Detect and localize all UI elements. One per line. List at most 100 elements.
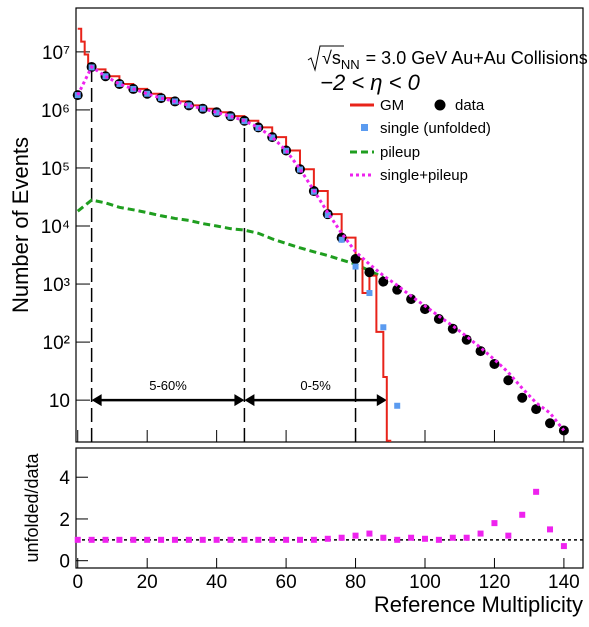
x-tick-label: 0: [72, 572, 83, 593]
y-tick-label: 10⁴: [41, 217, 70, 238]
ratio-point: [185, 536, 192, 543]
single-point: [296, 166, 303, 173]
x-tick-label: 20: [137, 572, 158, 593]
top-frame: [75, 7, 584, 443]
y-tick-label: 10⁷: [42, 43, 70, 64]
legend-swatch: [434, 99, 446, 111]
ratio-point: [533, 488, 540, 495]
ratio-point: [269, 536, 276, 543]
ratio-point: [144, 536, 151, 543]
legend-label: GM: [380, 97, 404, 114]
ratio-point: [158, 536, 165, 543]
ratio-y-tick-label: 2: [59, 510, 70, 531]
data-point: [419, 304, 430, 315]
range-label: 5-60%: [149, 378, 187, 393]
legend-label: single+pileup: [380, 167, 468, 184]
x-axis-label: Reference Multiplicity: [374, 592, 583, 617]
single-point: [269, 134, 276, 141]
x-tick-label: 140: [548, 572, 580, 593]
data-point: [392, 284, 403, 295]
data-point: [517, 392, 528, 403]
y-tick-label: 10²: [43, 333, 70, 354]
single-point: [227, 113, 234, 120]
ratio-point: [241, 536, 248, 543]
data-point: [531, 404, 542, 415]
single-point: [213, 109, 220, 116]
ratio-frame: [75, 447, 584, 569]
series-line: [76, 64, 566, 432]
ratio-point: [491, 520, 498, 527]
y-tick-label: 10⁶: [41, 101, 70, 122]
subtitle: −2 < η < 0: [320, 70, 420, 95]
ratio-point: [463, 534, 470, 541]
ratio-point: [130, 536, 137, 543]
ratio-point: [380, 534, 387, 541]
single-point: [380, 324, 387, 331]
legend-label: data: [455, 97, 485, 114]
ratio-point: [324, 535, 331, 542]
ratio-point: [199, 536, 206, 543]
ratio-point: [505, 532, 512, 539]
range-label: 0-5%: [300, 378, 331, 393]
series-line: [76, 198, 384, 279]
title: √sNN = 3.0 GeV Au+Au Collisions: [322, 48, 588, 72]
ratio-point: [310, 536, 317, 543]
data-point: [545, 418, 556, 429]
ratio-point: [296, 536, 303, 543]
ratio-point: [421, 535, 428, 542]
ratio-point: [283, 536, 290, 543]
data-point: [350, 254, 361, 265]
sqrt-sign: [307, 45, 344, 72]
ratio-point: [366, 530, 373, 537]
single-point: [338, 236, 345, 243]
single-point: [352, 263, 359, 270]
y-axis-label: Number of Events: [8, 137, 33, 313]
ratio-y-tick-label: 0: [59, 552, 70, 573]
data-point: [489, 358, 500, 369]
ratio-point: [74, 536, 81, 543]
data-point: [461, 334, 472, 345]
ratio-point: [477, 530, 484, 537]
ratio-axis-label: unfolded/data: [22, 452, 42, 562]
x-tick-label: 60: [276, 572, 297, 593]
title-subscript: NN: [341, 57, 360, 72]
y-tick-label: 10: [49, 391, 70, 412]
data-point: [433, 313, 444, 324]
title-prefix: √s: [322, 48, 341, 68]
ratio-point: [227, 536, 234, 543]
single-point: [185, 102, 192, 109]
ratio-point: [547, 526, 554, 533]
data-point: [364, 267, 375, 278]
single-point: [366, 290, 373, 297]
x-tick-label: 120: [479, 572, 511, 593]
data-point: [475, 346, 486, 357]
single-point: [116, 80, 123, 87]
ratio-point: [116, 536, 123, 543]
ratio-point: [435, 536, 442, 543]
legend-swatch: [361, 124, 368, 131]
data-point: [503, 375, 514, 386]
single-point: [394, 402, 401, 409]
ratio-point: [88, 536, 95, 543]
ratio-y-tick-label: 4: [59, 468, 70, 489]
x-tick-label: 40: [206, 572, 227, 593]
single-point: [324, 211, 331, 218]
ratio-point: [352, 532, 359, 539]
ratio-point: [102, 536, 109, 543]
single-point: [144, 90, 151, 97]
y-tick-label: 10³: [43, 275, 70, 296]
ratio-point: [255, 536, 262, 543]
ratio-point: [449, 534, 456, 541]
ratio-point: [394, 536, 401, 543]
x-tick-label: 100: [409, 572, 441, 593]
legend-label: pileup: [380, 144, 420, 161]
ratio-point: [213, 536, 220, 543]
ratio-point: [338, 534, 345, 541]
legend-label: single (unfolded): [380, 120, 491, 137]
title-rest: = 3.0 GeV Au+Au Collisions: [366, 48, 588, 68]
ratio-point: [171, 536, 178, 543]
ratio-point: [408, 534, 415, 541]
y-tick-label: 10⁵: [41, 159, 70, 180]
x-tick-label: 80: [345, 572, 366, 593]
data-point: [406, 294, 417, 305]
